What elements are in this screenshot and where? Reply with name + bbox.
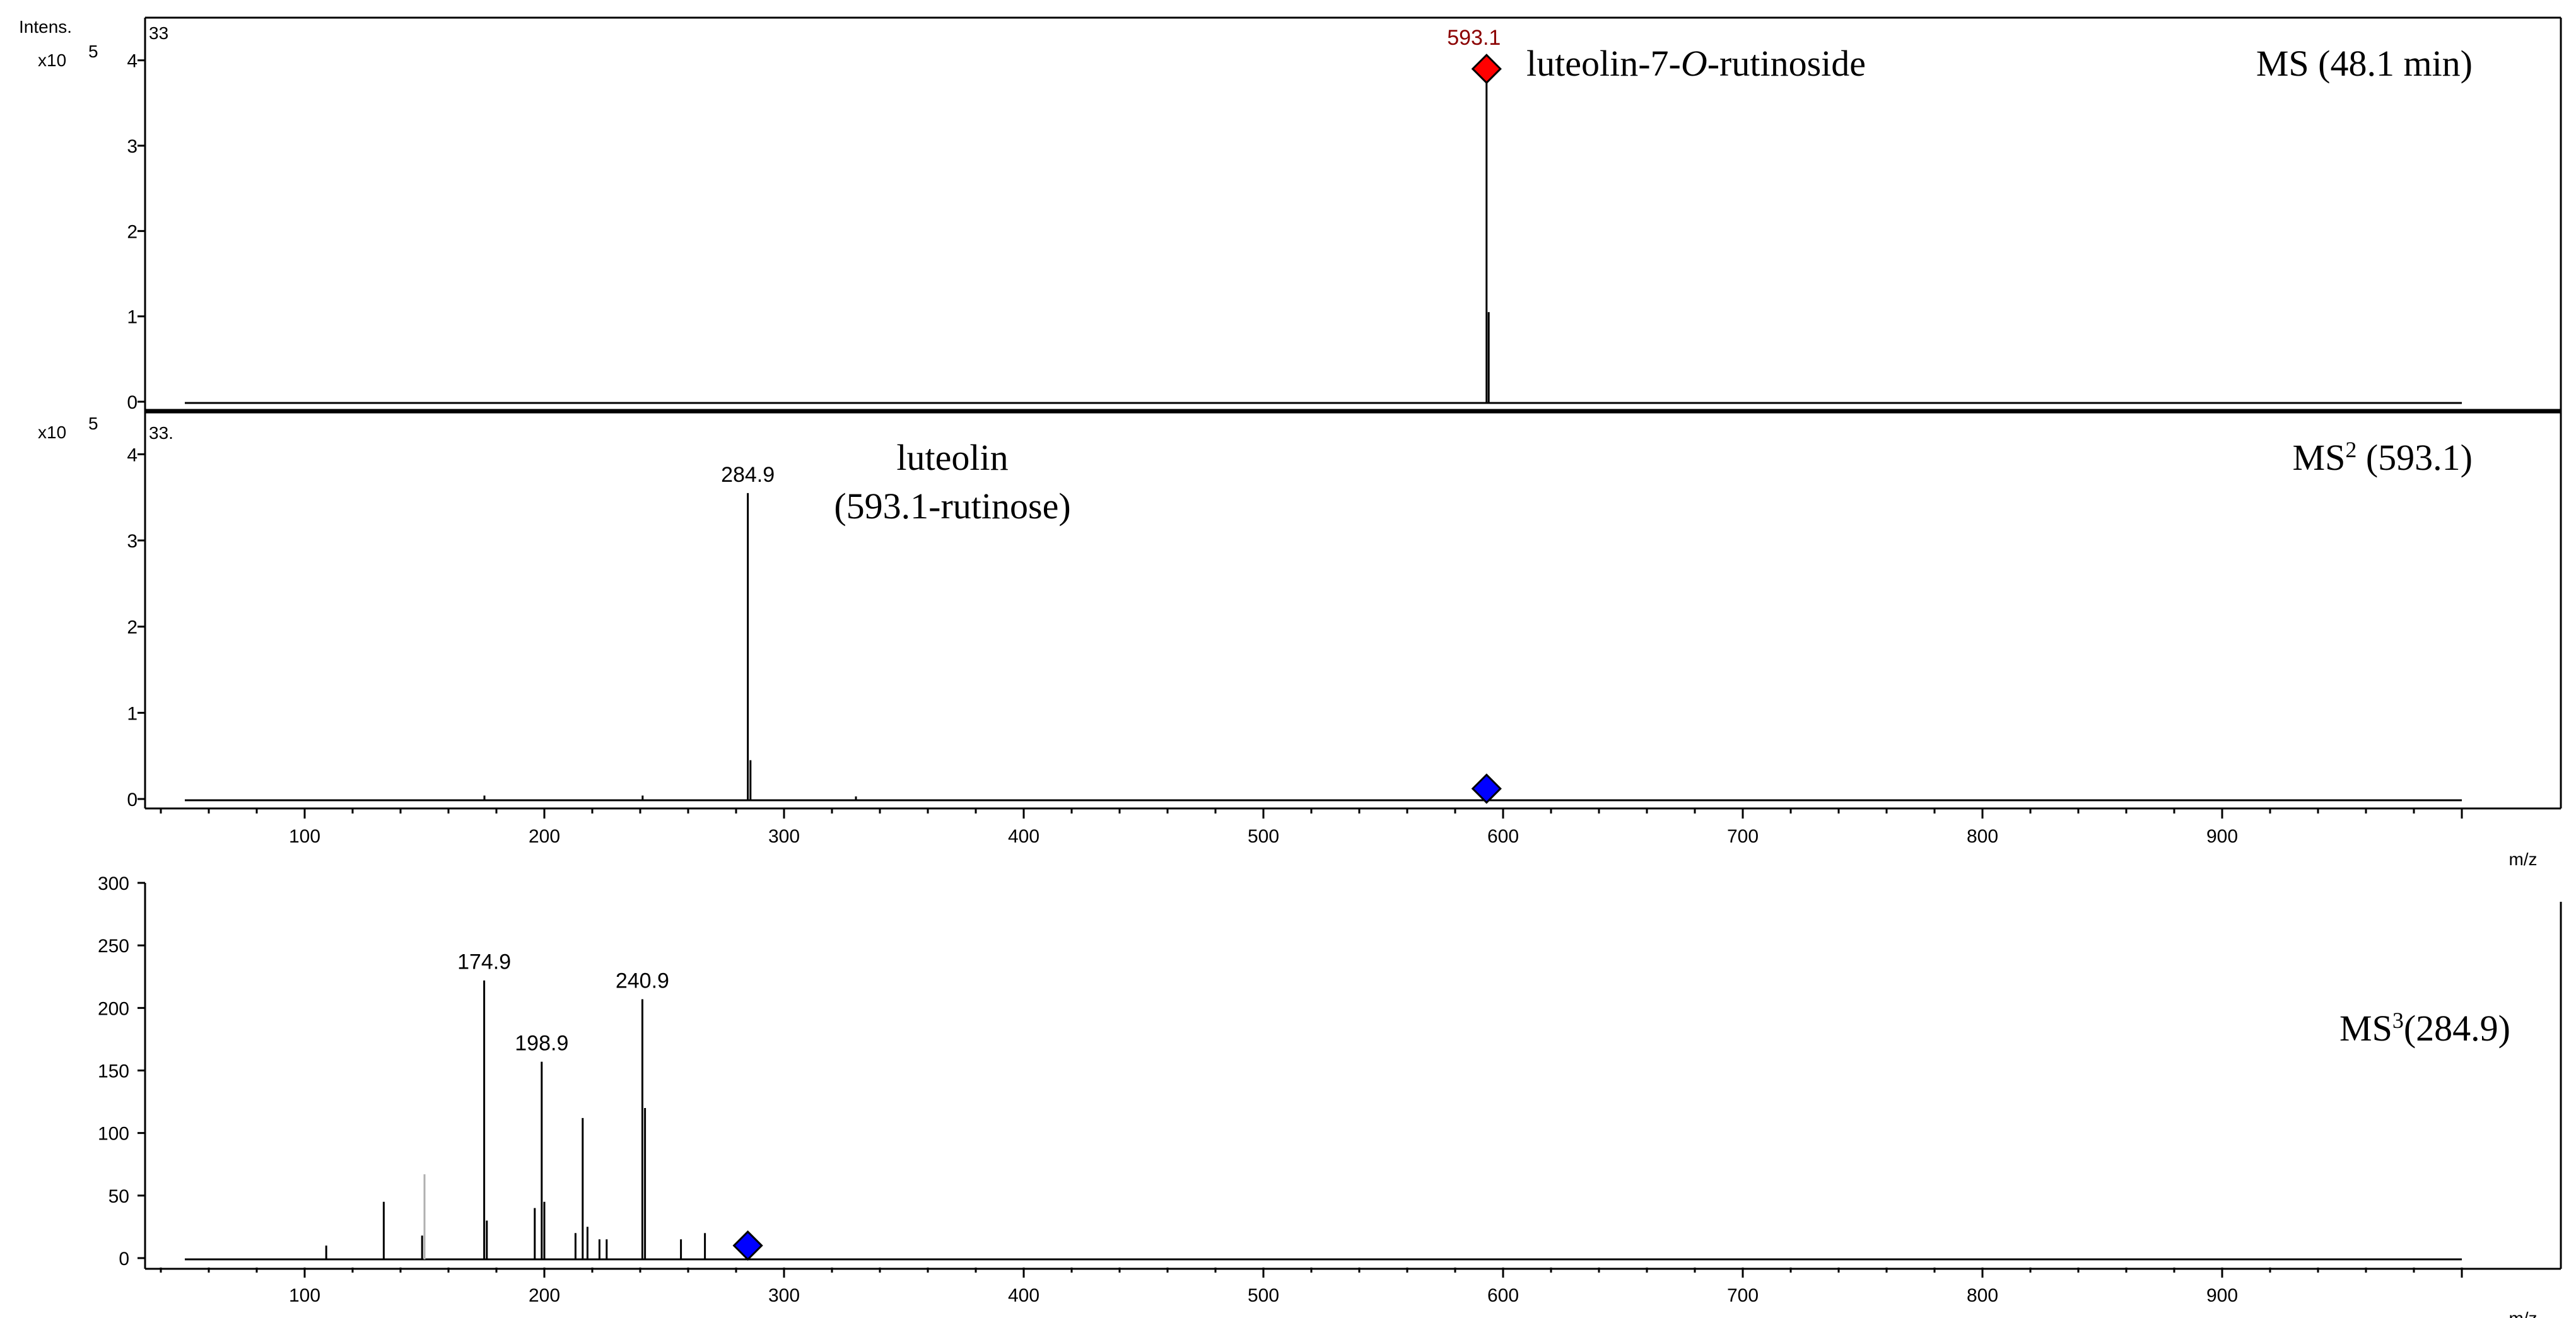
- y-tick-label: 1: [127, 307, 138, 328]
- scan-number-label: 33.: [149, 423, 173, 443]
- precursor-marker: [732, 1230, 763, 1261]
- y-tick-label: 0: [119, 1249, 129, 1269]
- y-tick-label: 250: [98, 936, 129, 957]
- y-exponent-label: x10: [38, 423, 66, 442]
- compound-annotation: luteolin-7-O-rutinoside: [1526, 43, 1866, 84]
- peak-label: 198.9: [515, 1032, 568, 1056]
- x-tick-label: 100: [289, 826, 320, 847]
- x-tick-label: 300: [768, 1285, 800, 1306]
- panel-ms3: 0 50 100 150 200 250 300 100 200 300 400 500 600 700 8…: [98, 873, 2562, 1318]
- y-tick-label: 3: [127, 531, 138, 552]
- y-tick-label: 50: [108, 1186, 129, 1207]
- x-tick-label: 900: [2206, 1285, 2238, 1306]
- y-tick-label: 3: [127, 136, 138, 157]
- x-tick-label: 800: [1967, 826, 1998, 847]
- x-tick-label: 900: [2206, 826, 2238, 847]
- x-tick-label: 700: [1727, 1285, 1759, 1306]
- x-tick-label: 300: [768, 826, 800, 847]
- y-axis-label: Intens.: [19, 17, 72, 37]
- precursor-marker: [1471, 54, 1502, 85]
- y-tick-label: 0: [127, 790, 138, 810]
- x-tick-label: 500: [1248, 826, 1279, 847]
- precursor-label: 593.1: [1447, 26, 1501, 50]
- x-tick-label: 400: [1008, 826, 1039, 847]
- y-exponent-value: 5: [88, 42, 98, 61]
- y-tick-label: 300: [98, 873, 129, 894]
- y-exponent-value: 5: [88, 414, 98, 433]
- y-exponent-label: x10: [38, 50, 66, 70]
- y-tick-label: 150: [98, 1061, 129, 1082]
- compound-annotation-line2: (593.1-rutinose): [834, 486, 1070, 527]
- x-tick-label: 500: [1248, 1285, 1279, 1306]
- panel-title: MS3(284.9): [2339, 1008, 2510, 1049]
- y-tick-label: 100: [98, 1124, 129, 1145]
- scan-number-label: 33: [149, 23, 168, 43]
- x-tick-label: 400: [1008, 1285, 1039, 1306]
- y-tick-label: 2: [127, 221, 138, 242]
- x-tick-label: 200: [529, 1285, 560, 1306]
- y-tick-label: 2: [127, 617, 138, 638]
- peak-label: 284.9: [721, 463, 775, 487]
- x-tick-label: 800: [1967, 1285, 1998, 1306]
- compound-annotation: luteolin: [896, 437, 1008, 478]
- y-tick-label: 4: [127, 445, 138, 465]
- panel-title: MS2 (593.1): [2293, 437, 2473, 478]
- panel-ms: 0 1 2 3 4 x10 5 Intens. 33 593.1 MS (48.1 min) lute…: [19, 16, 2562, 414]
- x-axis-label: m/z: [2509, 849, 2537, 869]
- x-tick-label: 200: [529, 826, 560, 847]
- precursor-marker: [1471, 773, 1502, 804]
- x-tick-label: 600: [1487, 826, 1519, 847]
- y-tick-label: 0: [127, 392, 138, 413]
- x-axis-label: m/z: [2509, 1309, 2537, 1318]
- panel-title: MS (48.1 min): [2256, 43, 2473, 84]
- y-tick-label: 1: [127, 703, 138, 724]
- peak-label: 240.9: [616, 969, 669, 993]
- x-tick-label: 700: [1727, 826, 1759, 847]
- x-tick-label: 600: [1487, 1285, 1519, 1306]
- y-tick-label: 200: [98, 998, 129, 1019]
- x-tick-label: 100: [289, 1285, 320, 1306]
- peak-label: 174.9: [457, 950, 511, 974]
- panel-ms2: 0 1 2 3 4 100 200 300 400 500 600 700 800 900 m/z x10 5 3…: [38, 411, 2562, 869]
- y-tick-label: 4: [127, 51, 138, 72]
